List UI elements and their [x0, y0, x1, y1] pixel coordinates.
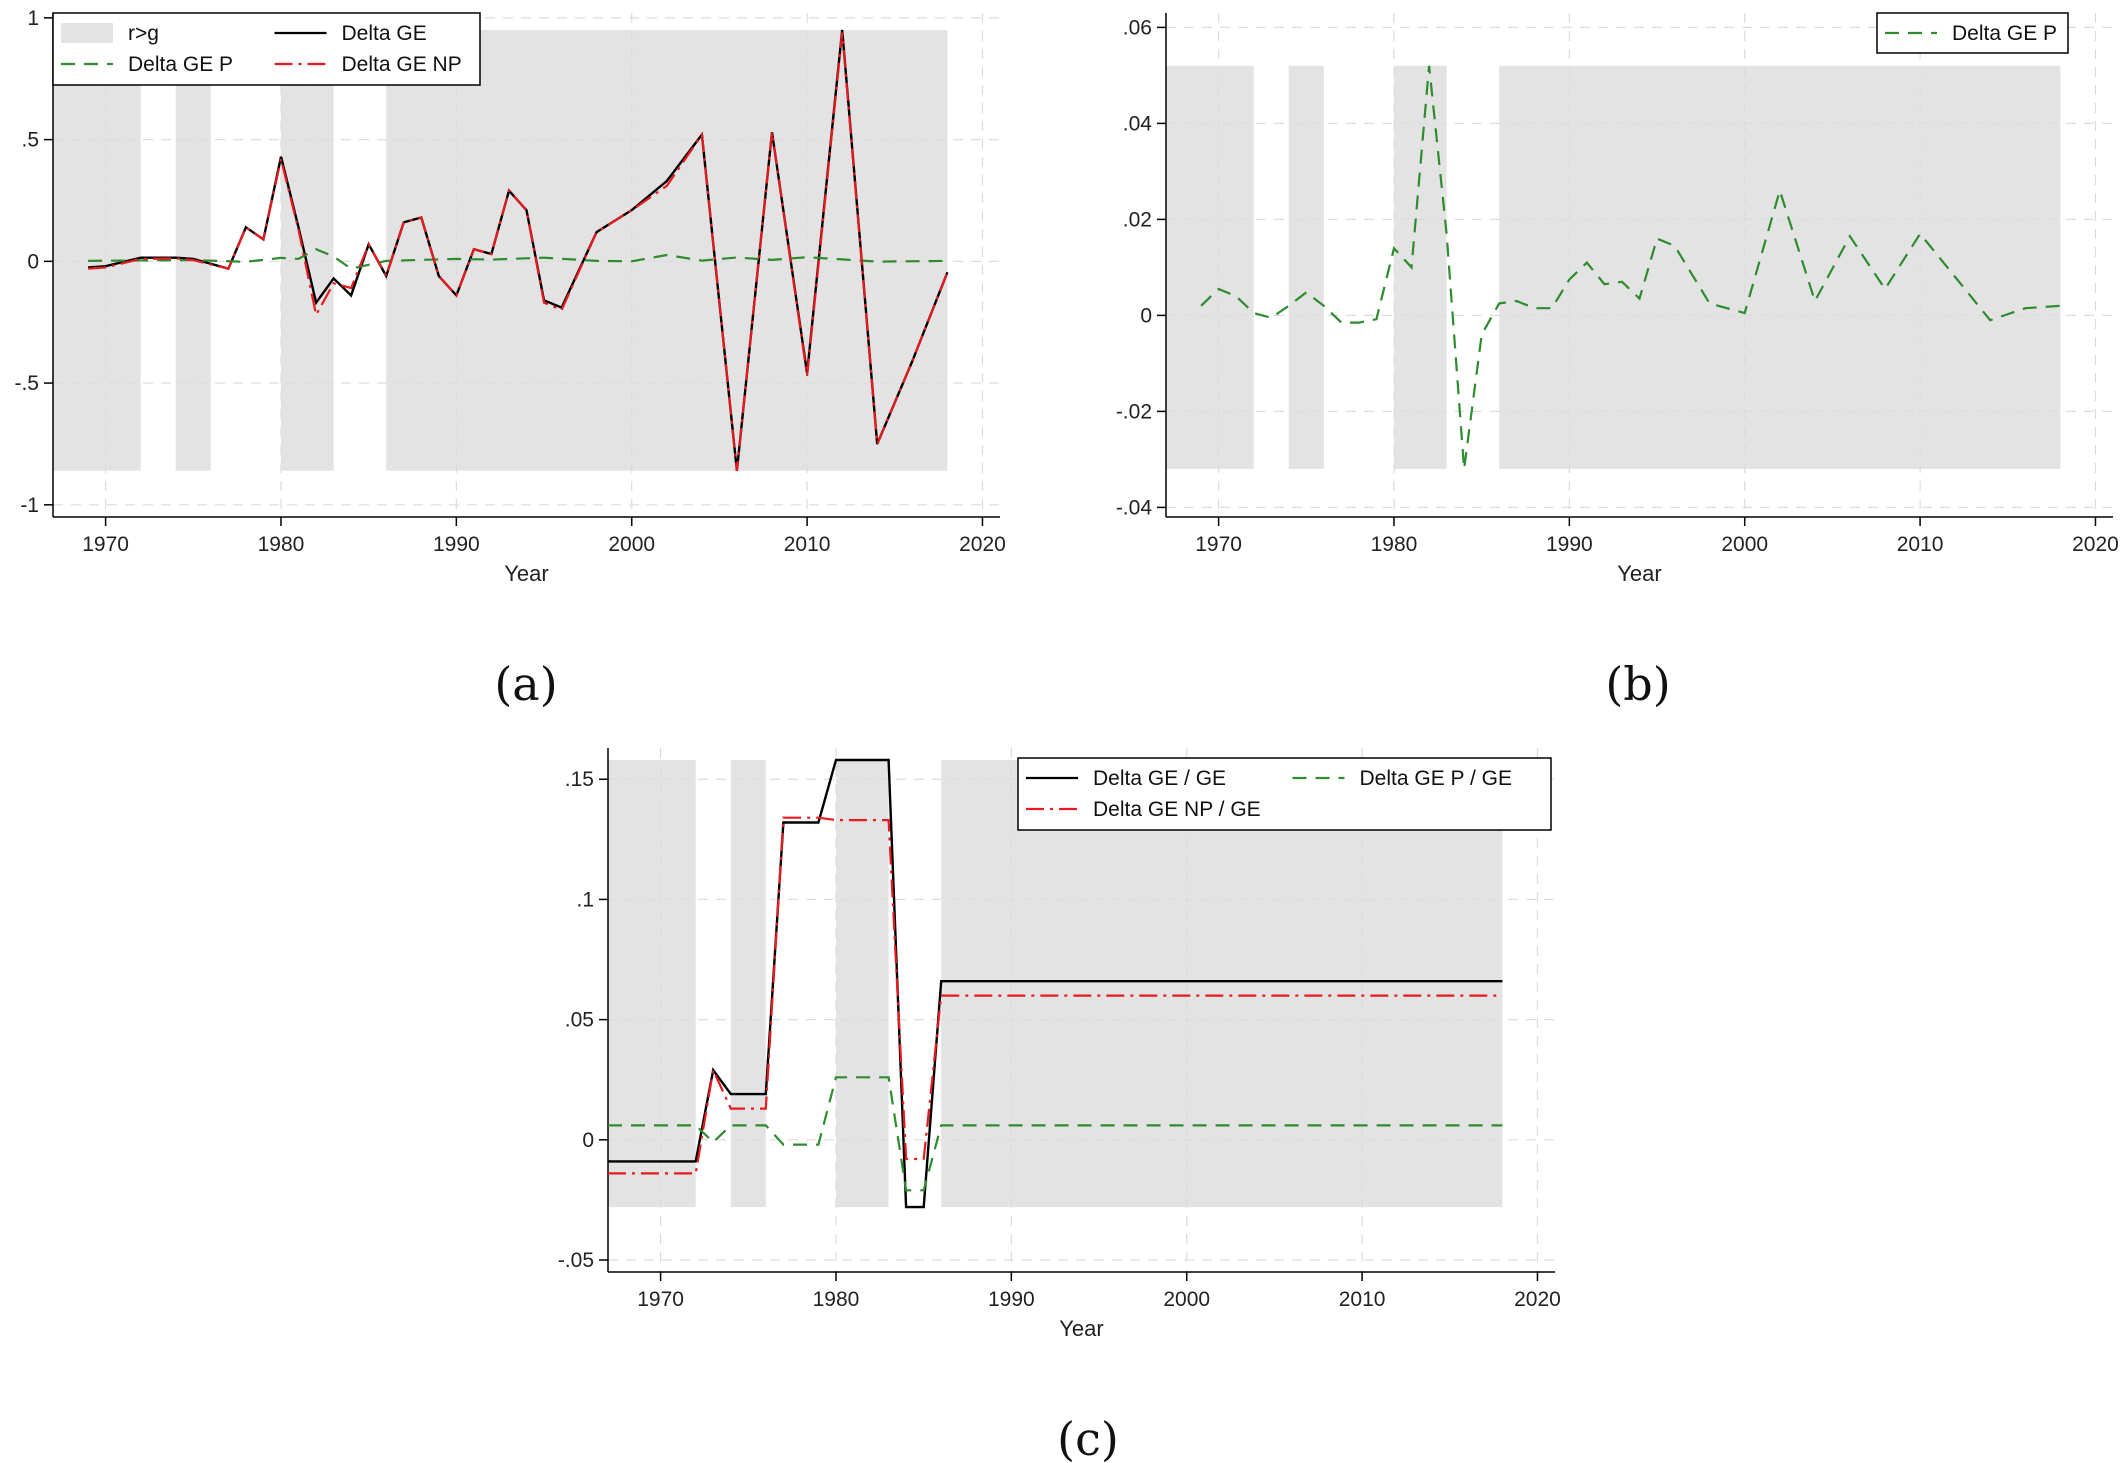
x-tick-label: 2010	[784, 533, 831, 556]
legend-box	[52, 12, 481, 86]
x-tick-label: 1970	[637, 1288, 684, 1311]
x-tick-label: 1970	[1195, 533, 1242, 556]
panel-label: (c)	[1057, 1412, 1119, 1463]
y-tick-label: .04	[1123, 112, 1153, 135]
shaded-period-1	[1166, 65, 1254, 470]
legend-label-ge: Delta GE	[342, 22, 427, 45]
y-tick-label: .02	[1123, 208, 1152, 231]
y-tick-label: -.04	[1116, 496, 1153, 519]
legend-label-shade: r>g	[128, 22, 159, 45]
y-tick-label: .06	[1123, 16, 1152, 39]
x-tick-label: 2000	[608, 533, 655, 556]
chart-panel-b: .06 .04 .02 0 -.02 -.04 1970 1980 1990 2000 2010 20…	[1116, 12, 2119, 711]
y-tick-label: -.05	[558, 1249, 594, 1272]
shaded-period-4	[386, 30, 948, 471]
x-tick-label: 2020	[1514, 1288, 1561, 1311]
x-axis-title: Year	[1059, 1316, 1103, 1341]
x-tick-label: 2000	[1721, 533, 1768, 556]
shaded-period-2	[175, 30, 211, 471]
chart-panel-c: .15 .1 .05 0 -.05 1970 1980 1990 2000 2010 2020 Yea…	[558, 748, 1561, 1463]
x-tick-label: 1990	[988, 1288, 1035, 1311]
panel-label: (b)	[1605, 657, 1670, 711]
y-tick-label: .15	[565, 768, 594, 791]
x-tick-label: 1980	[1371, 533, 1418, 556]
x-tick-label: 1980	[813, 1288, 860, 1311]
y-tick-label: .05	[565, 1009, 594, 1032]
x-tick-label: 2010	[1339, 1288, 1386, 1311]
y-tick-label: -.5	[14, 372, 39, 395]
panel-label: (a)	[494, 657, 557, 711]
legend-label-gep: Delta GE P	[128, 53, 233, 76]
series-line-genp	[88, 32, 949, 471]
shaded-period-2	[730, 760, 766, 1208]
legend: Delta GE P	[1876, 12, 2069, 54]
shaded-period-2	[1288, 65, 1324, 470]
series-line-gep	[608, 1076, 1503, 1192]
legend-label-ge: Delta GE / GE	[1093, 767, 1226, 790]
y-tick-label: 0	[1140, 304, 1152, 327]
x-tick-label: 2000	[1163, 1288, 1210, 1311]
legend: r>g Delta GE Delta GE P Delta GE NP	[52, 12, 481, 86]
legend-label-gep: Delta GE P / GE	[1360, 767, 1513, 790]
legend-label-genp: Delta GE NP	[342, 53, 462, 76]
y-tick-label: -1	[20, 494, 39, 517]
x-tick-label: 1970	[82, 533, 129, 556]
shaded-period-4	[1499, 65, 2061, 470]
x-tick-label: 2020	[2072, 533, 2119, 556]
legend-box	[1017, 757, 1552, 831]
x-tick-label: 2020	[959, 533, 1006, 556]
legend-label-gep: Delta GE P	[1952, 22, 2057, 45]
legend: Delta GE / GE Delta GE P / GE Delta GE NP …	[1017, 757, 1552, 831]
shaded-period-4	[941, 760, 1503, 1208]
x-tick-label: 2010	[1897, 533, 1944, 556]
shaded-period-3	[280, 30, 334, 471]
shaded-period-3	[1393, 65, 1447, 470]
y-tick-label: .1	[576, 888, 594, 911]
x-axis-title: Year	[504, 561, 548, 586]
x-tick-label: 1980	[258, 533, 305, 556]
legend-label-genp: Delta GE NP / GE	[1093, 798, 1261, 821]
y-tick-label: 0	[582, 1129, 594, 1152]
chart-panel-a: 1 .5 0 -.5 -1 1970 1980 1990 2000 2010 2020 Year r>g…	[14, 7, 1005, 711]
shaded-period-1	[53, 30, 141, 471]
shaded-period-1	[608, 760, 696, 1208]
x-tick-label: 1990	[1546, 533, 1593, 556]
y-tick-label: .5	[21, 129, 39, 152]
x-tick-label: 1990	[433, 533, 480, 556]
shaded-period-3	[835, 760, 889, 1208]
y-tick-label: -.02	[1116, 400, 1152, 423]
series-line-genp	[608, 816, 1503, 1175]
series-line-ge	[608, 758, 1503, 1209]
legend-swatch-shade	[61, 23, 113, 43]
y-tick-label: 1	[27, 7, 39, 30]
y-tick-label: 0	[27, 250, 39, 273]
x-axis-title: Year	[1617, 561, 1661, 586]
